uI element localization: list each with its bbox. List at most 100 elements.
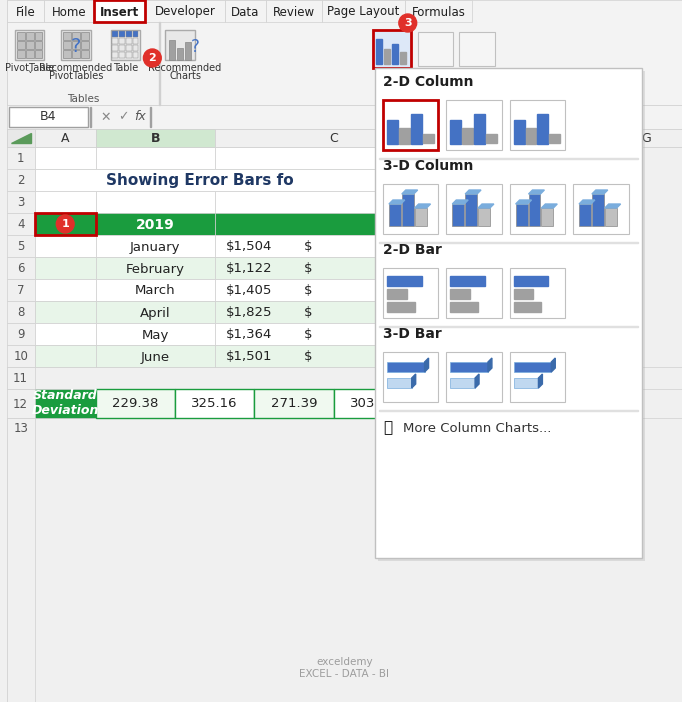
- Bar: [215, 147, 452, 169]
- Bar: [96, 345, 215, 367]
- Polygon shape: [529, 190, 544, 194]
- Bar: [7, 129, 35, 147]
- Bar: [514, 289, 533, 299]
- Bar: [514, 362, 551, 372]
- Text: 3: 3: [17, 197, 25, 209]
- Circle shape: [57, 215, 74, 233]
- Polygon shape: [452, 200, 468, 204]
- Bar: [537, 114, 548, 144]
- Text: $: $: [303, 263, 312, 275]
- Bar: [7, 301, 35, 323]
- Bar: [119, 38, 125, 44]
- Bar: [150, 107, 151, 127]
- Bar: [35, 213, 96, 235]
- Bar: [9, 107, 88, 127]
- Bar: [509, 268, 565, 318]
- Polygon shape: [605, 204, 621, 208]
- Bar: [322, 0, 405, 22]
- Bar: [254, 389, 333, 418]
- Bar: [61, 30, 91, 60]
- Text: ˅: ˅: [27, 71, 32, 81]
- Bar: [509, 352, 565, 402]
- Bar: [7, 213, 35, 235]
- Bar: [514, 378, 539, 388]
- Bar: [605, 208, 617, 226]
- Bar: [96, 279, 215, 301]
- Text: PivotTable: PivotTable: [5, 63, 54, 73]
- Bar: [266, 0, 322, 22]
- Text: 3: 3: [404, 18, 411, 28]
- Polygon shape: [551, 358, 555, 372]
- Bar: [96, 235, 215, 257]
- Bar: [215, 279, 452, 301]
- Bar: [90, 107, 91, 127]
- Bar: [35, 257, 96, 279]
- Bar: [383, 184, 439, 234]
- Text: Charts: Charts: [169, 71, 201, 81]
- Bar: [63, 41, 71, 49]
- Bar: [96, 257, 215, 279]
- Bar: [96, 257, 215, 279]
- Bar: [7, 169, 35, 191]
- Bar: [16, 50, 25, 58]
- Bar: [450, 276, 485, 286]
- Bar: [96, 213, 215, 235]
- Polygon shape: [389, 200, 405, 204]
- Bar: [26, 41, 33, 49]
- Bar: [35, 32, 42, 40]
- Bar: [447, 100, 502, 150]
- Text: Home: Home: [52, 6, 87, 18]
- Polygon shape: [579, 200, 595, 204]
- Bar: [379, 242, 638, 243]
- Bar: [7, 147, 35, 169]
- Bar: [423, 134, 434, 143]
- Text: C: C: [329, 133, 338, 145]
- Bar: [96, 323, 215, 345]
- Text: 5: 5: [17, 241, 25, 253]
- Bar: [125, 31, 132, 37]
- Text: Recommended: Recommended: [149, 63, 222, 73]
- Bar: [35, 279, 96, 301]
- Bar: [7, 418, 682, 702]
- Bar: [474, 114, 485, 144]
- Bar: [447, 352, 502, 402]
- Text: G: G: [642, 133, 651, 145]
- Bar: [96, 345, 215, 367]
- Bar: [387, 289, 406, 299]
- Text: Table: Table: [113, 63, 138, 73]
- Text: ?: ?: [190, 38, 199, 56]
- Bar: [15, 30, 44, 60]
- Bar: [165, 30, 195, 60]
- Bar: [7, 191, 35, 213]
- Text: $1,501: $1,501: [226, 350, 273, 364]
- Text: 4: 4: [17, 218, 25, 232]
- Bar: [35, 129, 96, 147]
- Text: 229.38: 229.38: [113, 397, 159, 410]
- Bar: [145, 0, 224, 22]
- Bar: [542, 208, 553, 226]
- Bar: [387, 378, 412, 388]
- Bar: [35, 301, 96, 323]
- Bar: [26, 50, 33, 58]
- Bar: [94, 0, 145, 22]
- Bar: [402, 194, 414, 226]
- Bar: [579, 204, 591, 226]
- Bar: [72, 41, 80, 49]
- Bar: [514, 302, 542, 312]
- Bar: [35, 41, 42, 49]
- Bar: [96, 323, 215, 345]
- Bar: [333, 389, 413, 418]
- Bar: [119, 52, 125, 58]
- Text: File: File: [16, 6, 35, 18]
- Bar: [132, 45, 138, 51]
- Bar: [96, 129, 215, 147]
- Bar: [529, 194, 540, 226]
- Bar: [26, 32, 33, 40]
- Text: $: $: [303, 329, 312, 341]
- Text: 3-D Bar: 3-D Bar: [383, 327, 442, 341]
- Bar: [383, 100, 439, 150]
- Polygon shape: [516, 200, 531, 204]
- Bar: [215, 169, 452, 191]
- Polygon shape: [488, 358, 492, 372]
- Bar: [400, 52, 406, 64]
